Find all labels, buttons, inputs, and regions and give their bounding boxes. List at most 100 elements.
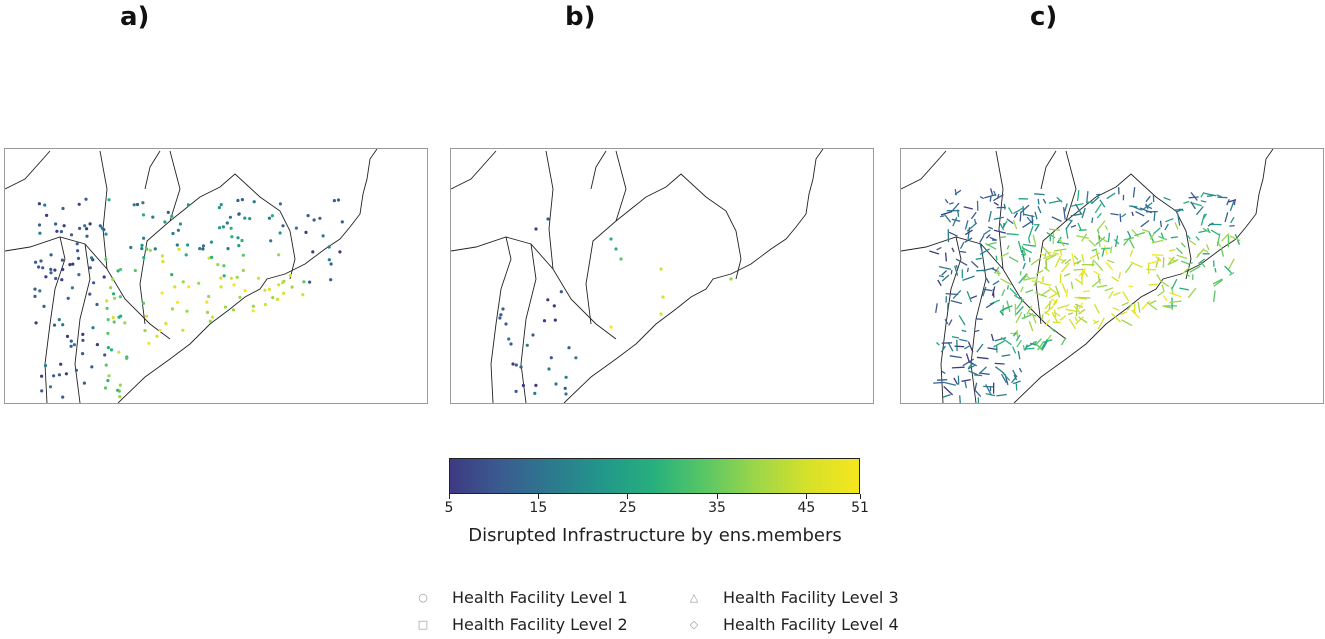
road-segment bbox=[948, 231, 958, 237]
facility-point bbox=[102, 275, 106, 279]
road-segment bbox=[1163, 295, 1168, 302]
triangle-icon: △ bbox=[689, 591, 699, 604]
road-segment bbox=[1078, 302, 1084, 310]
facility-point bbox=[207, 256, 211, 260]
road-segment bbox=[940, 345, 946, 353]
facility-point bbox=[61, 206, 65, 211]
facility-point bbox=[237, 212, 241, 216]
road-segment bbox=[1042, 339, 1053, 344]
road-segment bbox=[1214, 267, 1217, 273]
road-segment bbox=[1042, 198, 1047, 204]
road-segment bbox=[973, 374, 983, 377]
facility-point bbox=[85, 234, 89, 238]
road-segment bbox=[1057, 304, 1070, 310]
road-segment bbox=[1037, 342, 1044, 351]
facility-point bbox=[208, 319, 212, 323]
facility-point bbox=[132, 203, 136, 207]
facility-point bbox=[181, 280, 185, 284]
facility-point bbox=[153, 247, 157, 251]
road-segment bbox=[950, 299, 963, 305]
road-segment bbox=[1202, 227, 1211, 234]
road-segment bbox=[1131, 228, 1140, 238]
road-segment bbox=[1129, 249, 1134, 257]
circle-icon: ○ bbox=[418, 591, 428, 604]
map-svg-a bbox=[5, 149, 378, 403]
road-segment bbox=[1216, 233, 1221, 247]
road-segment bbox=[1152, 254, 1164, 257]
road-segment bbox=[1159, 220, 1163, 228]
road-segment bbox=[1006, 245, 1010, 250]
road-segment bbox=[1229, 271, 1235, 276]
road-segment bbox=[1044, 305, 1054, 315]
facility-point bbox=[170, 214, 174, 218]
road-segment bbox=[1078, 229, 1087, 232]
road-segment bbox=[1003, 203, 1006, 210]
facility-point bbox=[327, 258, 331, 262]
road-segment bbox=[975, 257, 983, 260]
facility-point bbox=[236, 236, 240, 240]
road-segment bbox=[933, 381, 944, 384]
facility-point bbox=[69, 233, 74, 237]
road-segment bbox=[1037, 205, 1042, 214]
colorbar-tick bbox=[805, 494, 807, 499]
road-segment bbox=[1158, 235, 1168, 241]
facility-point bbox=[85, 227, 89, 231]
road-segment bbox=[1131, 211, 1134, 217]
boundary-line bbox=[590, 150, 607, 190]
road-segment bbox=[989, 236, 998, 241]
road-segment bbox=[1059, 248, 1063, 256]
facility-point bbox=[217, 206, 221, 210]
road-segment bbox=[967, 341, 974, 353]
road-segment bbox=[1073, 268, 1084, 271]
road-segment bbox=[1196, 250, 1203, 257]
facility-point bbox=[304, 230, 308, 234]
road-segment bbox=[976, 343, 984, 353]
facility-point bbox=[118, 383, 122, 387]
road-segment bbox=[1034, 193, 1045, 196]
facility-point bbox=[107, 198, 111, 202]
road-segment bbox=[1126, 303, 1133, 311]
road-segment bbox=[1047, 251, 1052, 254]
road-segment bbox=[1022, 344, 1025, 350]
road-segment bbox=[1051, 311, 1059, 323]
road-segment bbox=[1132, 309, 1137, 314]
road-segment bbox=[1023, 243, 1036, 247]
facility-point bbox=[201, 244, 206, 248]
facility-point bbox=[210, 255, 214, 259]
facility-point bbox=[119, 267, 123, 272]
road-segment bbox=[952, 217, 958, 227]
road-segment bbox=[970, 211, 977, 220]
facility-point bbox=[277, 283, 281, 287]
facility-point bbox=[170, 307, 174, 311]
road-segment bbox=[1041, 341, 1048, 351]
road-segment bbox=[1018, 273, 1028, 284]
road-segment bbox=[1185, 273, 1190, 277]
road-segment bbox=[949, 355, 962, 359]
road-segment bbox=[1081, 254, 1085, 263]
road-segment bbox=[1167, 256, 1175, 266]
road-segment bbox=[979, 248, 990, 255]
road-segment bbox=[1021, 245, 1027, 256]
boundary-line bbox=[5, 236, 171, 340]
road-segment bbox=[1019, 211, 1022, 222]
road-segment bbox=[1044, 252, 1047, 257]
road-segment bbox=[1078, 316, 1088, 324]
road-segment bbox=[1121, 301, 1129, 307]
road-segment bbox=[1112, 291, 1121, 297]
facility-point bbox=[112, 320, 116, 324]
facility-point bbox=[158, 328, 162, 333]
road-segment bbox=[959, 241, 965, 250]
facility-point bbox=[519, 365, 523, 369]
road-segment bbox=[1044, 311, 1050, 316]
facility-point bbox=[218, 226, 222, 230]
road-segment bbox=[970, 295, 978, 299]
road-segment bbox=[942, 393, 951, 398]
panel-label-a: a) bbox=[120, 2, 150, 32]
road-segment bbox=[1065, 288, 1069, 298]
facility-point bbox=[81, 332, 85, 336]
road-segment bbox=[1187, 261, 1193, 265]
road-segment bbox=[954, 345, 965, 348]
road-segment bbox=[1073, 255, 1079, 261]
facility-point bbox=[141, 213, 146, 217]
road-segment bbox=[1175, 247, 1183, 255]
